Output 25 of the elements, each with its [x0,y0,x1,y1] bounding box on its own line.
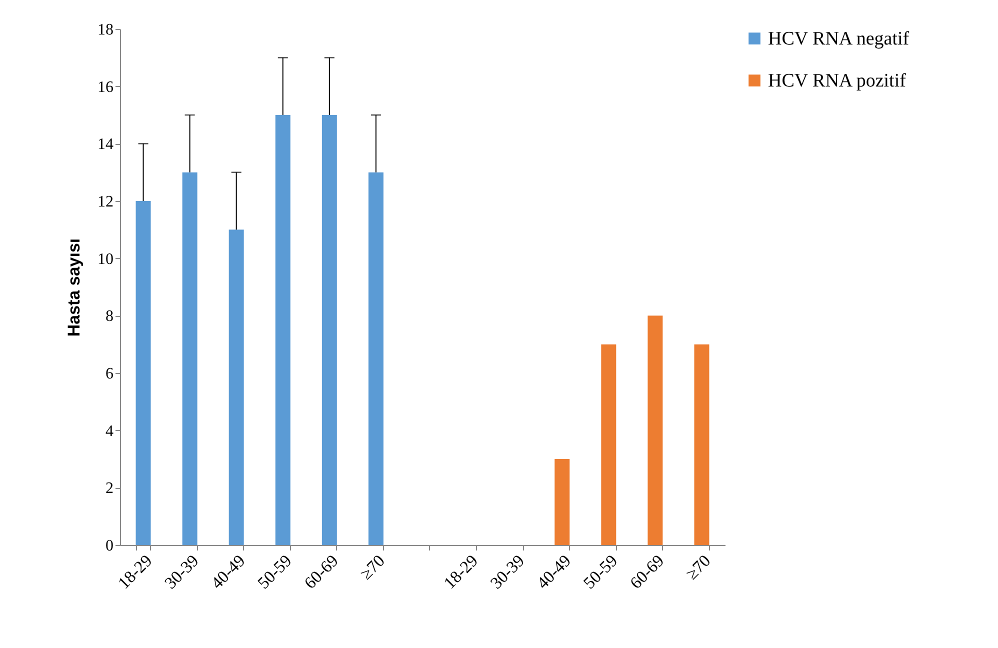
y-tick-label: 10 [98,250,114,268]
y-tick-label: 16 [98,78,114,96]
y-axis-title: Hasta sayısı [64,238,84,337]
bar [694,344,710,545]
y-tick-label: 12 [98,194,114,210]
x-tick-label: ≥70 [356,551,388,584]
bar [275,115,290,545]
bar [601,344,616,545]
y-tick-label: 6 [106,366,114,382]
legend-label: HCV RNA negatif [768,28,910,50]
bar [228,230,244,545]
bar [368,172,384,545]
bar [322,115,337,545]
bar [554,459,570,545]
y-tick-label: 0 [106,538,114,554]
y-tick-label: 14 [98,136,114,154]
bar [648,316,663,545]
y-tick-label: 18 [98,22,114,38]
y-tick-label: 2 [106,480,114,498]
x-tick-label: ≥70 [682,551,714,584]
y-tick-label: 8 [106,308,114,326]
y-tick-label: 4 [106,422,114,440]
bar [182,172,198,545]
legend-label: HCV RNA pozitif [768,70,907,92]
bar [136,201,151,545]
